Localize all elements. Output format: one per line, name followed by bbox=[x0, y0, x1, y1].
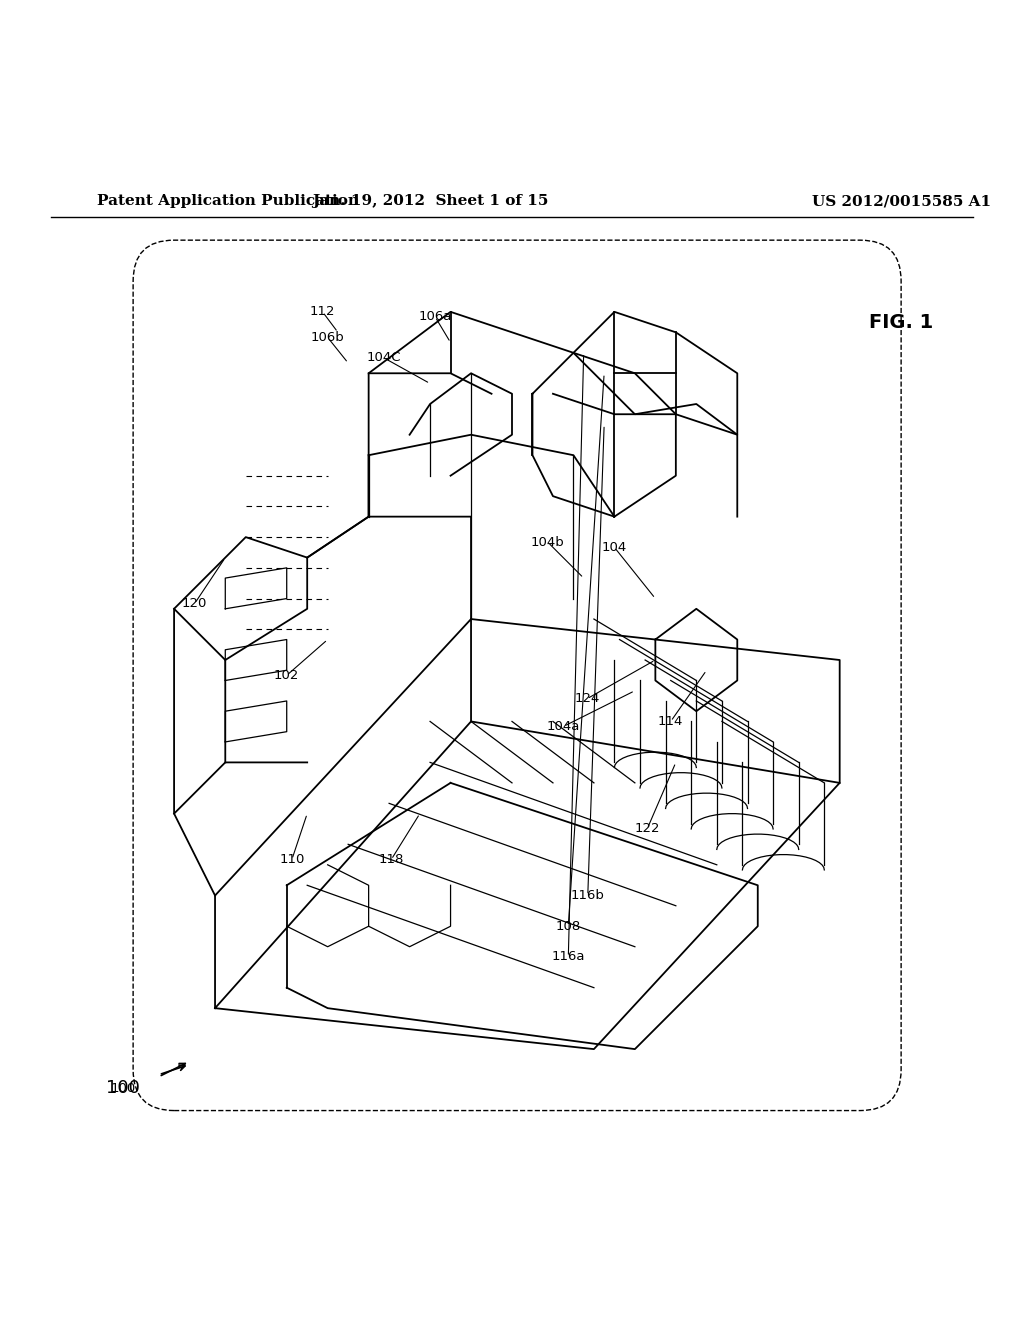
Text: US 2012/0015585 A1: US 2012/0015585 A1 bbox=[812, 194, 990, 209]
Text: 100: 100 bbox=[105, 1078, 140, 1097]
Text: Jan. 19, 2012  Sheet 1 of 15: Jan. 19, 2012 Sheet 1 of 15 bbox=[312, 194, 548, 209]
Text: 120: 120 bbox=[182, 597, 207, 610]
Text: 116a: 116a bbox=[552, 950, 585, 964]
Text: 110: 110 bbox=[280, 853, 304, 866]
Text: 118: 118 bbox=[379, 853, 403, 866]
Text: 108: 108 bbox=[556, 920, 581, 933]
Text: 104: 104 bbox=[602, 541, 627, 554]
Text: 104b: 104b bbox=[531, 536, 564, 549]
Text: FIG. 1: FIG. 1 bbox=[869, 313, 933, 331]
Text: 106b: 106b bbox=[311, 331, 344, 345]
Text: 102: 102 bbox=[274, 669, 299, 682]
Text: 106a: 106a bbox=[419, 310, 452, 323]
Text: 114: 114 bbox=[658, 715, 683, 727]
Text: 116b: 116b bbox=[570, 890, 605, 902]
Text: 104a: 104a bbox=[547, 721, 580, 733]
Text: 112: 112 bbox=[310, 305, 335, 318]
Text: 100: 100 bbox=[111, 1081, 135, 1094]
Text: 124: 124 bbox=[574, 693, 599, 705]
Text: 122: 122 bbox=[635, 822, 659, 836]
Text: 104C: 104C bbox=[367, 351, 401, 364]
Text: Patent Application Publication: Patent Application Publication bbox=[97, 194, 359, 209]
